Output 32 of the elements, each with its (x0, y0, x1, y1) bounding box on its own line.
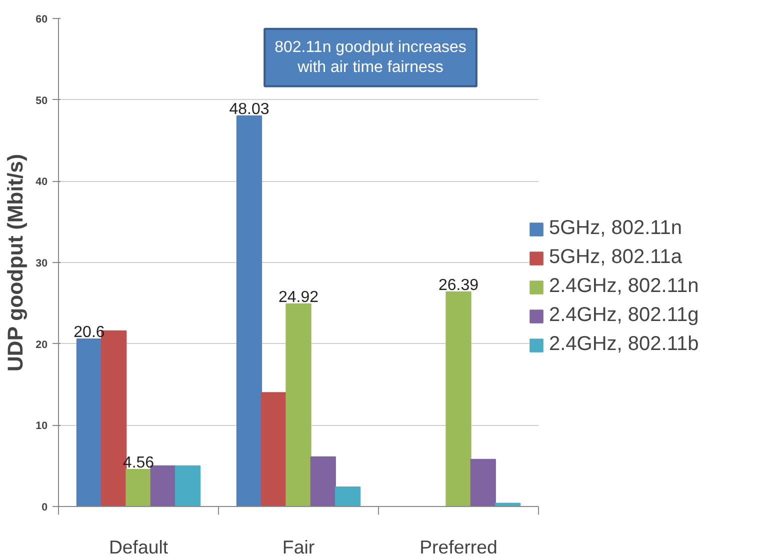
data-label: 24.92 (278, 288, 319, 306)
y-tick-label: 30 (36, 258, 48, 270)
bar (334, 486, 361, 506)
x-tick-label: Default (108, 536, 169, 558)
bar (126, 468, 152, 506)
y-tick-label: 50 (36, 94, 48, 107)
data-label: 26.39 (438, 276, 479, 294)
data-label: 20.6 (74, 324, 105, 341)
y-tick-label: 10 (36, 420, 48, 432)
bar (470, 458, 496, 506)
bar (261, 392, 287, 506)
y-tick-label: 60 (36, 14, 48, 26)
y-tick-label: 40 (36, 176, 48, 188)
data-label: 48.03 (229, 100, 270, 118)
legend-label: 2.4GHz, 802.11b (549, 333, 699, 356)
legend-label: 5GHz, 802.11n (549, 217, 682, 240)
bar (446, 291, 472, 506)
y-axis-title: UDP goodput (Mbit/s) (4, 154, 28, 372)
y-tick-label: 0 (42, 502, 48, 514)
bar (236, 115, 262, 506)
y-tick-label: 20 (36, 338, 48, 351)
annotation: 802.11n goodput increases with air time fairness (274, 38, 466, 76)
bar (286, 303, 312, 506)
bar (494, 502, 521, 506)
x-tick-label: Fair (282, 536, 315, 558)
legend-label: 2.4GHz, 802.11n (549, 275, 699, 298)
bar (310, 456, 336, 506)
legend-label: 2.4GHz, 802.11g (549, 304, 699, 327)
bar (76, 338, 102, 506)
bar (174, 465, 201, 506)
legend-label: 5GHz, 802.11a (549, 246, 682, 269)
x-tick-label: Preferred (420, 536, 498, 558)
